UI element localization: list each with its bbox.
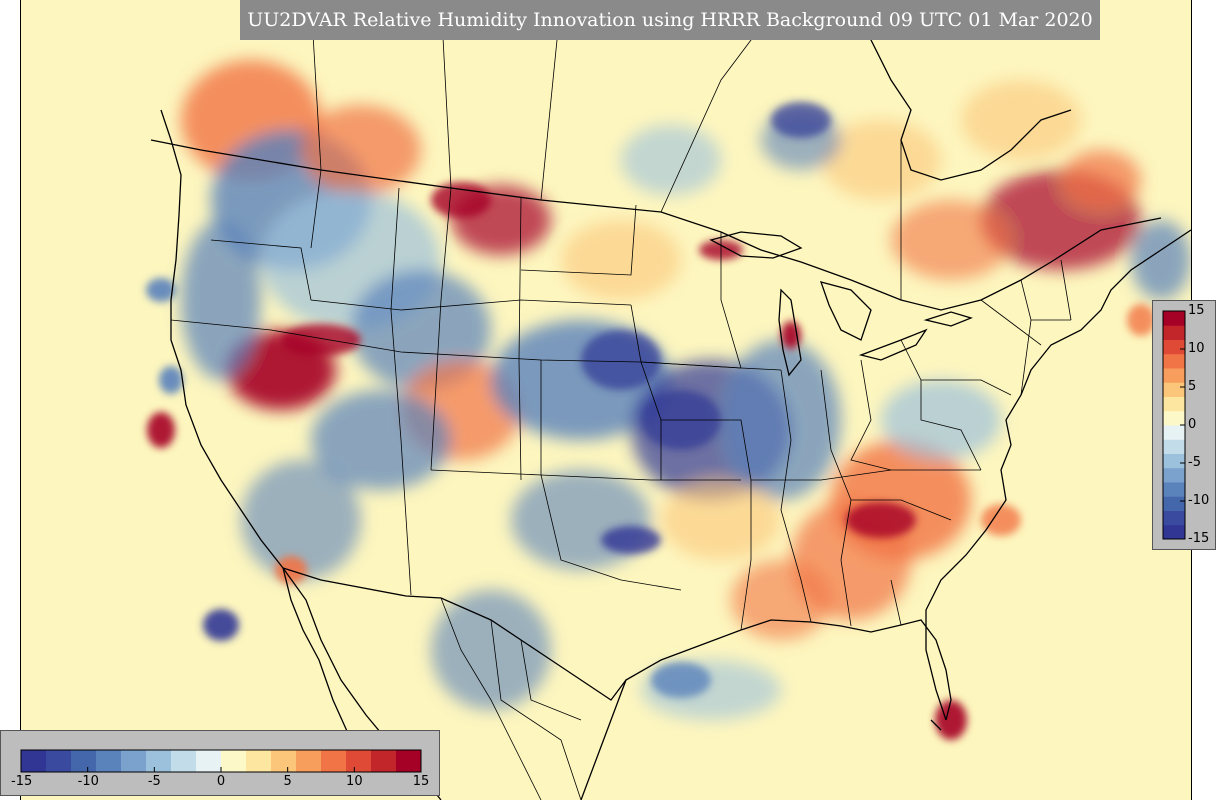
colorbar-v-swatch [1163,311,1185,326]
colorbar-v-swatch [1163,396,1185,412]
innovation-blob [431,590,551,710]
colorbar-v-swatch [1163,467,1185,483]
innovation-blob [1131,220,1191,300]
colorbar-h-tick-label: 10 [346,774,363,789]
colorbar-v-tick-label: -15 [1188,531,1210,546]
pacific-coastline [160,109,442,800]
colorbar-h-swatch [321,750,347,772]
innovation-blob [846,502,916,538]
innovation-blob [511,470,651,570]
colorbar-h-swatch [21,750,47,772]
colorbar-v-swatch [1163,482,1185,497]
colorbar-v-tick-label: -5 [1188,455,1201,470]
colorbar-v-swatch [1163,382,1185,397]
colorbar-h-swatch [346,750,372,772]
atlantic-coastline [925,229,1191,721]
colorbar-v-swatch [1163,353,1185,369]
innovation-blob [1061,150,1141,210]
innovation-blob [935,700,967,740]
colorbar-h-swatch [296,750,322,772]
colorbar-h-tick-label: -5 [147,774,161,789]
innovation-blob [147,412,175,448]
colorbar-h-swatch [271,750,297,772]
colorbar-h-swatch [196,750,222,772]
lake-michigan [778,288,802,377]
innovation-blob [771,102,831,138]
florida-keys [930,719,942,731]
colorbar-h-swatch [121,750,147,772]
innovation-blob [181,220,261,380]
innovation-blob [301,105,421,195]
colorbar-h-swatch [246,750,272,772]
colorbar-v-swatch [1163,368,1185,383]
innovation-blob [621,125,721,195]
innovation-blob [731,560,831,640]
colorbar-h-tick-label: -10 [77,774,99,789]
innovation-blob [721,340,841,500]
map-title: UU2DVAR Relative Humidity Innovation usi… [240,0,1100,40]
colorbar-h-tick-label: 15 [412,774,430,789]
innovation-blob [601,526,661,554]
colorbar-v-swatch [1163,524,1185,540]
innovation-blob [431,182,491,218]
lake-ontario [923,311,973,327]
colorbar-v-swatch [1163,510,1185,526]
colorbar-v-swatch [1163,339,1185,355]
innovation-blob [561,220,681,300]
colorbar-v-tick-label: 15 [1188,303,1205,318]
innovation-blob [241,460,361,580]
colorbar-h-swatch [371,750,397,772]
innovation-blob [146,278,176,302]
colorbar-h-swatch [96,750,122,772]
humidity-innovation-map [21,0,1191,800]
innovation-blob [281,324,361,356]
colorbar-h-swatch [171,750,197,772]
map-panel [20,0,1192,800]
colorbar-v-swatch [1163,453,1185,469]
innovation-blob [821,120,941,200]
colorbar-h-swatch [71,750,97,772]
hudson-bay-coast [840,0,1072,181]
colorbar-h-tick-label: 0 [216,774,226,789]
colorbar-horizontal-gradient [20,749,422,773]
state-boundaries [170,0,1072,800]
innovation-blob [311,390,451,490]
innovation-blob [1127,304,1155,336]
colorbar-h-tick-label: 5 [283,774,292,789]
innovation-blob [581,330,661,390]
innovation-blob [661,480,781,560]
colorbar-h-swatch [221,750,247,772]
innovation-blob [981,504,1021,536]
colorbar-v-swatch [1163,425,1185,440]
colorbar-v-tick-label: 0 [1188,417,1197,432]
innovation-blob [961,80,1081,160]
colorbar-h-swatch [46,750,72,772]
innovation-blob [651,662,711,698]
innovation-field [181,60,1191,720]
colorbar-v-swatch [1163,325,1185,340]
colorbar-h-tick-label: -15 [11,774,33,789]
colorbar-h-swatch [396,750,422,772]
innovation-blob [881,380,1001,460]
innovation-blob [203,609,239,641]
innovation-blob [351,270,491,390]
innovation-blob [159,366,183,394]
lake-superior [709,231,803,259]
colorbar-horizontal: -15 -10 -5 0 5 10 15 [0,730,440,796]
colorbar-h-swatch [146,750,172,772]
colorbar-v-tick-label: 5 [1188,379,1197,394]
colorbar-v-swatch [1163,410,1185,426]
colorbar-v-tick-label: 10 [1188,341,1205,356]
lake-huron [819,281,872,341]
us-mexico-border [282,567,627,701]
innovation-blob [891,200,1011,280]
colorbar-v-tick-label: -10 [1188,493,1210,508]
us-canada-border [150,139,1162,311]
colorbar-v-swatch [1163,439,1185,454]
lake-erie [858,328,928,361]
colorbar-vertical: -15 -10 -5 0 5 10 15 [1152,300,1216,550]
colorbar-vertical-gradient [1162,310,1186,540]
colorbar-v-swatch [1163,496,1185,511]
